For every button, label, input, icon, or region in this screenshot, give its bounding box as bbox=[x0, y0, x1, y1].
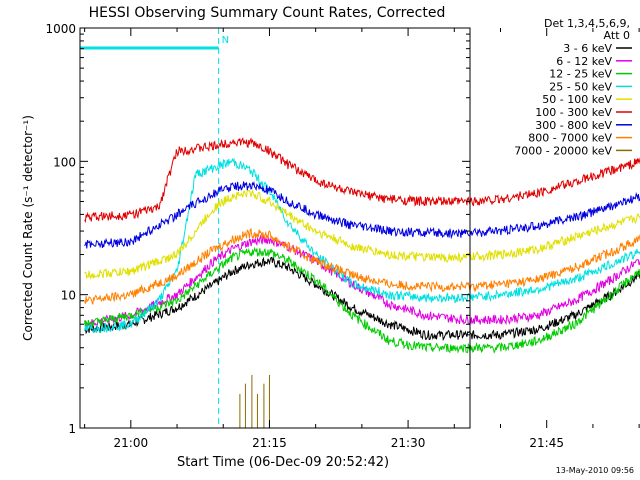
series-line bbox=[84, 180, 640, 249]
plot-frame bbox=[79, 27, 471, 429]
x-tick-label: 21:45 bbox=[529, 436, 564, 450]
legend-label: 6 - 12 keV bbox=[556, 55, 612, 68]
legend-label: 300 - 800 keV bbox=[535, 119, 612, 132]
series-line bbox=[84, 234, 640, 329]
series-line bbox=[84, 246, 640, 354]
y-tick-label: 1 bbox=[68, 422, 76, 436]
legend-header-line-2: Att 0 bbox=[604, 29, 630, 42]
series-line bbox=[84, 188, 640, 280]
y-axis-label: Corrected Count Rate (s⁻¹ detector⁻¹) bbox=[21, 115, 35, 341]
series-line bbox=[84, 137, 640, 224]
legend-label: 25 - 50 keV bbox=[549, 80, 612, 93]
y-tick-label: 100 bbox=[53, 155, 76, 169]
chart-title: HESSI Observing Summary Count Rates, Cor… bbox=[89, 5, 446, 21]
x-tick-label: 21:30 bbox=[391, 436, 426, 450]
legend-label: 50 - 100 keV bbox=[542, 93, 612, 106]
legend-header-line-1: Det 1,3,4,5,6,9, bbox=[544, 17, 630, 30]
footer-date: 13-May-2010 09:56 bbox=[556, 466, 634, 475]
legend-label: 800 - 7000 keV bbox=[528, 132, 612, 145]
flag-label-n: N bbox=[222, 35, 229, 46]
legend-label: 12 - 25 keV bbox=[549, 68, 612, 81]
legend-label: 100 - 300 keV bbox=[535, 106, 612, 119]
x-tick-label: 21:00 bbox=[114, 436, 149, 450]
x-tick-label: 21:15 bbox=[252, 436, 287, 450]
y-tick-label: 10 bbox=[61, 289, 76, 303]
series-line bbox=[84, 256, 640, 342]
legend-label: 3 - 6 keV bbox=[563, 42, 612, 55]
y-tick-label: 1000 bbox=[45, 22, 76, 36]
series-line bbox=[84, 227, 640, 305]
x-axis-label: Start Time (06-Dec-09 20:52:42) bbox=[177, 455, 389, 470]
legend-label: 7000 - 20000 keV bbox=[514, 144, 612, 157]
series-line bbox=[84, 157, 640, 334]
